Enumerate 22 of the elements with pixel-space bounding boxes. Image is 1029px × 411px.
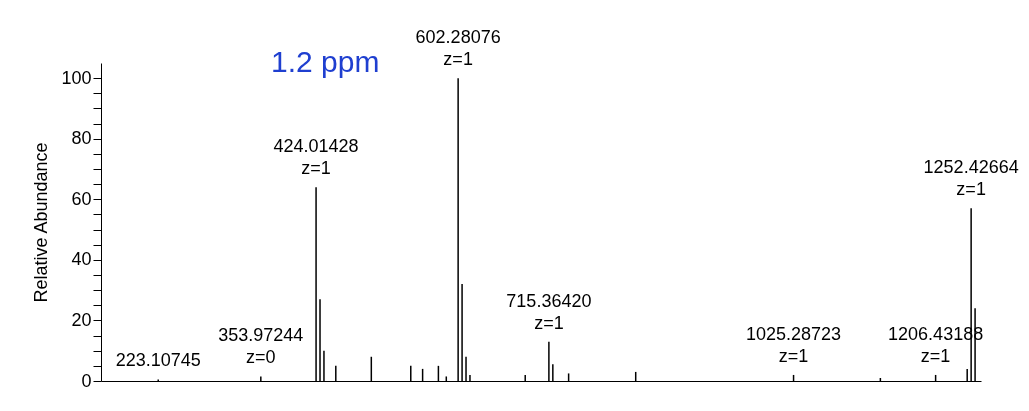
annotation: z=0 xyxy=(246,347,276,368)
annotation: 1.2 ppm xyxy=(271,45,380,78)
y-axis-title: Relative Abundance xyxy=(31,142,52,303)
x-tick-label: 1252.42664 xyxy=(923,157,1019,178)
x-tick-label: 223.10745 xyxy=(115,350,201,371)
x-tick-label: 1025.28723 xyxy=(746,323,842,344)
annotation: z=1 xyxy=(956,179,986,200)
x-tick-label: 602.28076 xyxy=(415,27,501,48)
y-tick-label: 40 xyxy=(71,249,92,270)
y-tick-label: 60 xyxy=(71,188,92,209)
annotation: z=1 xyxy=(778,345,809,366)
y-tick-label: 0 xyxy=(81,370,92,391)
y-tick-label: 20 xyxy=(71,309,92,330)
annotation: z=1 xyxy=(920,345,951,366)
x-tick-label: 353.97244 xyxy=(218,325,304,346)
annotation: z=1 xyxy=(534,312,564,333)
annotation: z=1 xyxy=(301,158,331,179)
x-tick-label: 715.36420 xyxy=(506,290,592,311)
y-tick-label: 100 xyxy=(61,67,92,88)
annotation: z=1 xyxy=(443,49,473,70)
x-tick-label: 424.01428 xyxy=(273,136,359,157)
y-tick-label: 80 xyxy=(71,128,92,149)
